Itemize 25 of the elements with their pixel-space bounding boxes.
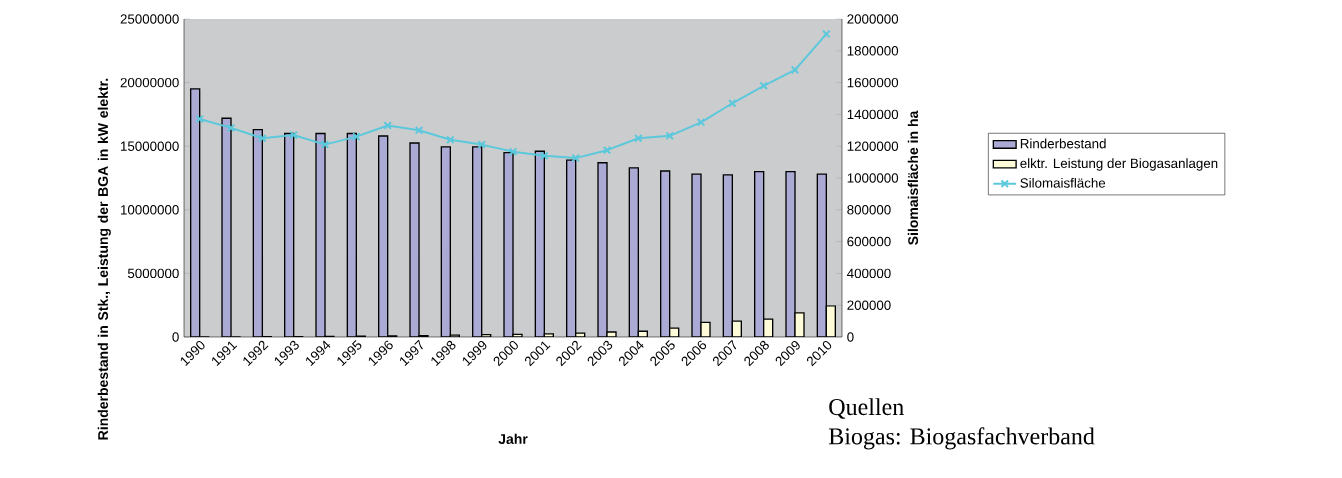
y2-tick-label: 1200000 bbox=[847, 141, 899, 151]
y2-tick-label: 1600000 bbox=[847, 77, 899, 88]
y2-axis-title: Silomaisfläche in ha bbox=[907, 110, 919, 245]
y-tick-label: 0 bbox=[172, 332, 179, 342]
legend-label: elktr. Leistung der Biogasanlagen bbox=[1020, 158, 1218, 171]
text: Biogas: Biogasfachverband bbox=[828, 427, 1095, 450]
y2-tick-label: 800000 bbox=[847, 205, 891, 215]
legend-label: Rinderbestand bbox=[1020, 138, 1106, 149]
legend-label: Silomaisfläche bbox=[1020, 177, 1106, 188]
y-tick-label: 15000000 bbox=[121, 141, 179, 151]
y2-tick-label: 2000000 bbox=[847, 14, 899, 24]
y-tick-label: 20000000 bbox=[120, 77, 179, 88]
y2-tick-label: 0 bbox=[847, 332, 854, 342]
y-tick-label: 25000000 bbox=[120, 14, 179, 24]
y-tick-label: 10000000 bbox=[121, 205, 179, 215]
y2-tick-label: 1400000 bbox=[847, 109, 899, 120]
y-axis-title: Rinderbestand in Stk., Leistung der BGA in kW elektr. bbox=[97, 78, 111, 440]
y2-tick-label: 200000 bbox=[847, 300, 891, 310]
y2-tick-label: 1000000 bbox=[847, 173, 899, 183]
x-axis-title: Jahr bbox=[498, 433, 528, 444]
y2-tick-label: 1800000 bbox=[847, 46, 899, 56]
y-tick-label: 5000000 bbox=[127, 268, 179, 279]
y2-tick-label: 600000 bbox=[847, 236, 891, 247]
text: Quellen bbox=[829, 398, 904, 419]
y2-tick-label: 400000 bbox=[847, 268, 891, 279]
